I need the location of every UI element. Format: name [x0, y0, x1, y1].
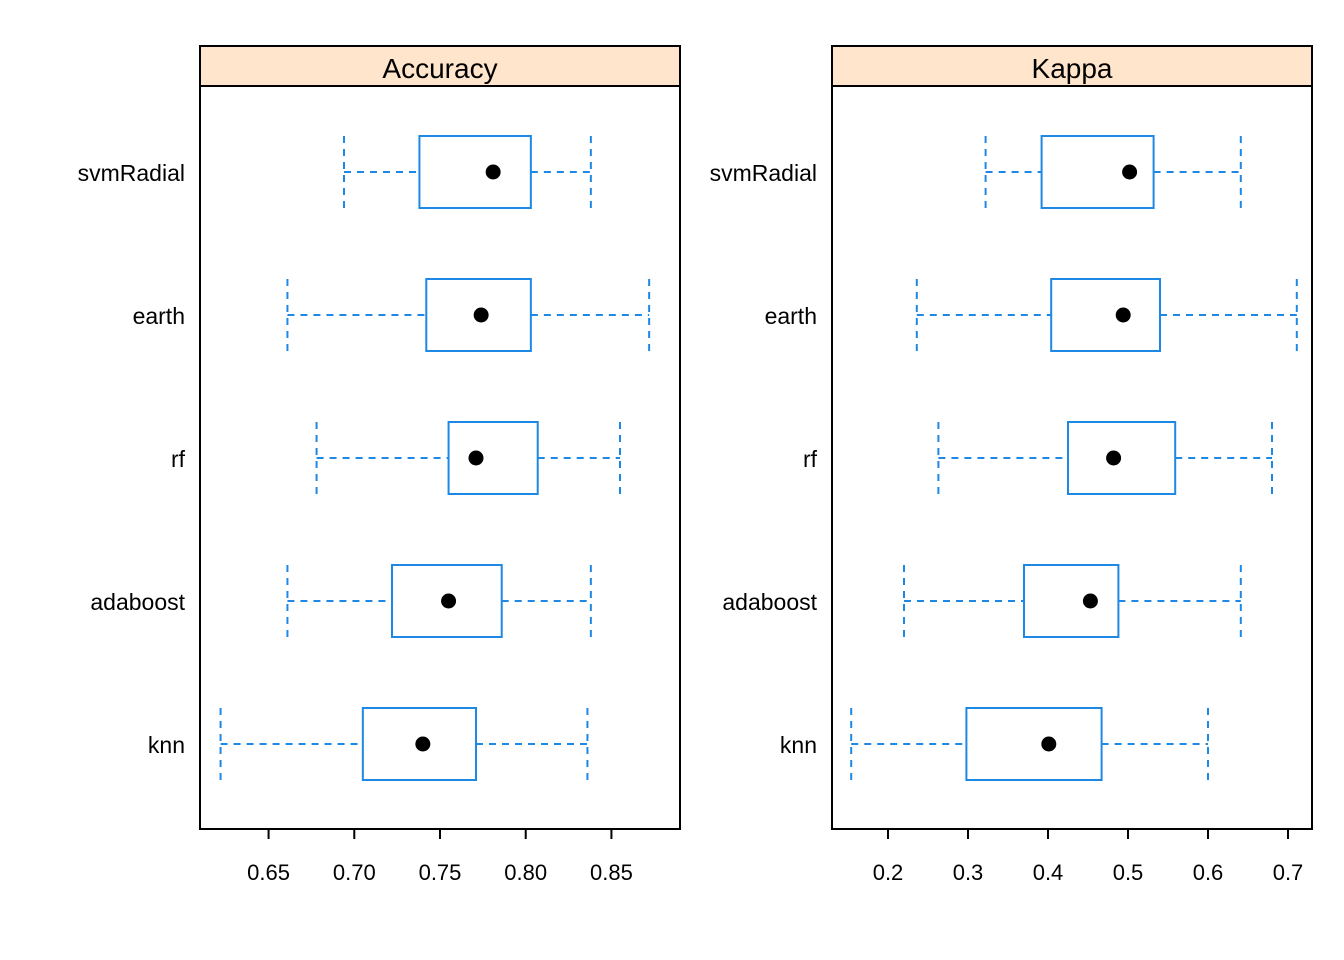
median-dot: [473, 307, 489, 323]
category-label: svmRadial: [78, 160, 185, 186]
median-dot: [485, 164, 501, 180]
box-knn: [219, 707, 589, 781]
box-adaboost: [286, 564, 592, 638]
box-adaboost: [903, 564, 1242, 638]
iqr-box: [1040, 135, 1155, 209]
category-label: knn: [780, 732, 817, 758]
median-dot: [1115, 307, 1131, 323]
x-tick-label: 0.80: [504, 860, 547, 885]
median-dot: [468, 450, 484, 466]
iqr-box: [425, 278, 532, 352]
panel-title: Kappa: [1032, 53, 1113, 84]
strip-header: [199, 45, 681, 87]
category-label: svmRadial: [710, 160, 817, 186]
category-label: rf: [171, 446, 186, 472]
x-tick-label: 0.85: [590, 860, 633, 885]
panel-accuracy: Accuracy svmRadial earth rf adaboost knn 0.65 0…: [78, 45, 681, 885]
panel-title: Accuracy: [382, 53, 497, 84]
x-tick-label: 0.5: [1113, 860, 1144, 885]
median-dot: [1082, 593, 1098, 609]
iqr-box: [447, 421, 539, 495]
box-knn: [850, 707, 1209, 781]
iqr-box: [1050, 278, 1161, 352]
category-label: knn: [148, 732, 185, 758]
iqr-box: [391, 564, 503, 638]
iqr-box: [1023, 564, 1120, 638]
category-label: adaboost: [90, 589, 185, 615]
x-tick-label: 0.70: [333, 860, 376, 885]
median-dot: [441, 593, 457, 609]
box-svmRadial: [343, 135, 592, 209]
median-dot: [1106, 450, 1122, 466]
category-label: adaboost: [722, 589, 817, 615]
x-tick-label: 0.7: [1273, 860, 1304, 885]
x-tick-label: 0.75: [419, 860, 462, 885]
box-rf: [937, 421, 1273, 495]
median-dot: [1041, 736, 1057, 752]
x-tick-label: 0.3: [953, 860, 984, 885]
iqr-box: [418, 135, 532, 209]
x-tick-label: 0.65: [247, 860, 290, 885]
x-tick-label: 0.4: [1033, 860, 1064, 885]
x-tick-label: 0.6: [1193, 860, 1224, 885]
category-label: rf: [803, 446, 818, 472]
x-tick-label: 0.2: [873, 860, 904, 885]
median-dot: [1122, 164, 1138, 180]
iqr-box: [965, 707, 1103, 781]
iqr-box: [1067, 421, 1177, 495]
category-label: earth: [133, 303, 185, 329]
iqr-box: [361, 707, 478, 781]
median-dot: [415, 736, 431, 752]
box-svmRadial: [984, 135, 1242, 209]
panel-kappa: Kappa svmRadial earth rf adaboost knn 0.2 0.3 0.…: [710, 45, 1313, 885]
category-label: earth: [765, 303, 817, 329]
box-rf: [315, 421, 621, 495]
box-earth: [286, 278, 651, 352]
box-earth: [915, 278, 1298, 352]
plot-frame: [831, 85, 1313, 830]
